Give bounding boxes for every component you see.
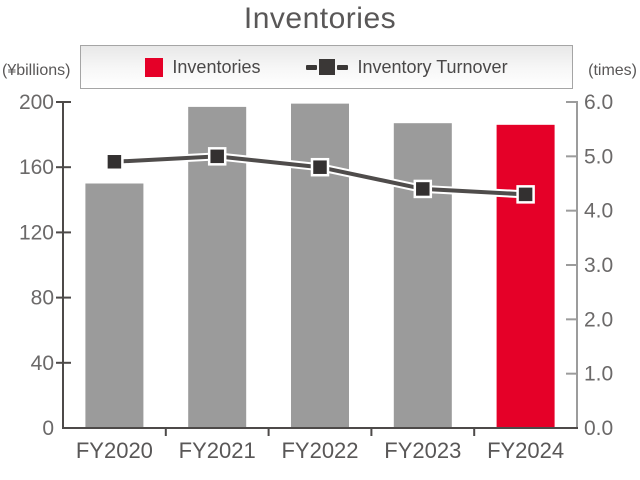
marker-fy2024 [516,185,535,204]
x-tick-label: FY2021 [179,438,256,463]
marker-fy2020 [105,152,124,172]
left-tick-label: 80 [31,287,54,310]
right-tick-label: 0.0 [584,417,613,440]
legend-label-turnover: Inventory Turnover [357,56,508,77]
right-tick-label: 4.0 [584,200,613,223]
left-tick-label: 200 [19,91,54,114]
line-marker-icon [306,59,349,75]
x-tick-label: FY2024 [487,438,564,463]
right-tick-label: 5.0 [584,145,613,168]
bar-fy2022 [291,103,349,428]
left-tick-label: 40 [31,352,54,375]
square-marker-icon [319,59,336,75]
left-tick-label: 160 [19,156,54,179]
legend: Inventories Inventory Turnover [80,45,573,89]
x-tick-label: FY2023 [384,438,461,463]
right-tick-label: 6.0 [584,91,613,114]
left-tick-label: 120 [19,221,54,244]
marker-fy2023 [413,179,433,199]
legend-label-inventories: Inventories [172,56,261,77]
marker-fy2022 [310,157,330,177]
dash-icon [306,64,318,70]
marker-fy2021 [207,147,227,166]
bar-fy2020 [85,183,144,428]
right-axis-unit: (times) [588,62,637,79]
left-tick-label: 0 [42,417,54,440]
legend-item-turnover: Inventory Turnover [306,56,508,78]
right-tick-label: 2.0 [584,308,613,331]
chart-title: Inventories [243,2,397,35]
x-tick-label: FY2020 [76,438,153,463]
right-tick-label: 1.0 [584,363,613,386]
dash-icon [337,64,349,70]
bar-fy2024 [496,124,555,428]
bar-fy2023 [393,123,452,428]
bar-swatch-icon [145,57,164,77]
right-tick-label: 3.0 [584,254,613,277]
x-tick-label: FY2022 [281,438,358,463]
legend-item-inventories: Inventories [145,57,260,78]
left-axis-unit: (¥billions) [2,62,71,79]
